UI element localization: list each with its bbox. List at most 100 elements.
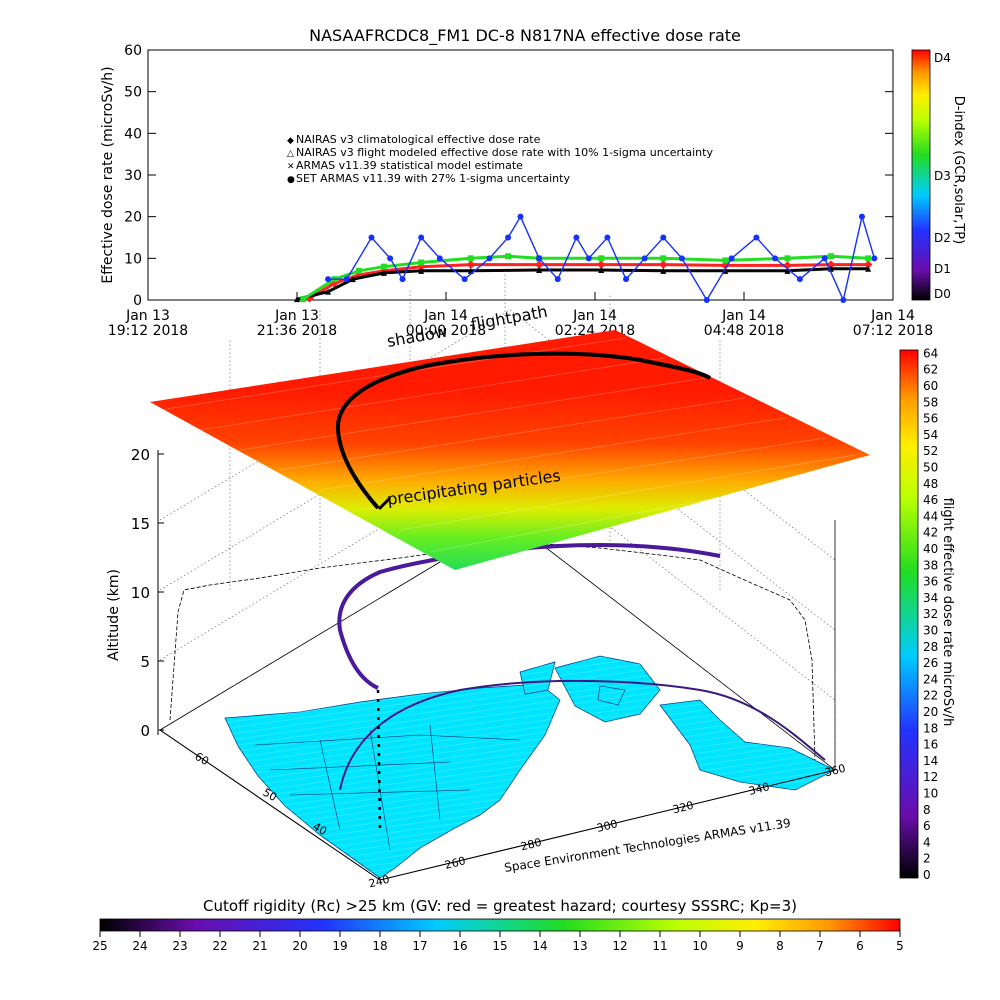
altitude-tick-label: 5 xyxy=(140,653,150,671)
series-set-armas-point xyxy=(517,213,524,220)
top-y-axis: 0 10 20 30 40 50 60 xyxy=(124,43,893,309)
dose-rate-tick-label: 4 xyxy=(923,835,931,849)
series-armas-statistical-point xyxy=(380,263,387,270)
annotation-flightpath: flightpath xyxy=(469,302,549,334)
ground-track xyxy=(339,679,826,791)
series-nairas-flight-point xyxy=(380,269,387,276)
cutoff-rigidity-tick-label: 14 xyxy=(532,939,547,953)
dose-rate-tick-label: 42 xyxy=(923,526,938,540)
dose-rate-tick-label: 44 xyxy=(923,509,938,523)
legend-label-nairas-flight: NAIRAS v3 flight modeled effective dose … xyxy=(296,146,713,159)
north-america-map xyxy=(224,655,840,880)
series-nairas-flight-point xyxy=(536,267,543,273)
series-set-armas-point xyxy=(728,255,735,262)
cutoff-rigidity-tick-label: 10 xyxy=(692,939,707,953)
dose-rate-tick-label: 26 xyxy=(923,656,938,670)
top-y-tick-label: 10 xyxy=(124,251,142,267)
series-set-armas-point xyxy=(821,255,828,262)
d-index-tick-label: D4 xyxy=(934,51,951,65)
cutoff-rigidity-tick-label: 15 xyxy=(492,939,507,953)
dose-rate-tick-label: 36 xyxy=(923,575,938,589)
dose-rate-tick-label: 48 xyxy=(923,477,938,491)
top-x-tick-day: Jan 13 xyxy=(125,308,170,324)
dose-rate-tick-label: 22 xyxy=(923,689,938,703)
top-x-tick-time: 19:12 2018 xyxy=(108,323,188,339)
series-set-armas-point xyxy=(703,297,710,303)
top-x-tick-day: Jan 13 xyxy=(274,308,319,324)
top-x-tick-day: Jan 14 xyxy=(572,308,617,324)
series-armas-statistical-point xyxy=(418,259,425,266)
altitude-tick-label: 15 xyxy=(131,515,150,533)
legend-label-set-armas: SET ARMAS v11.39 with 27% 1-sigma uncert… xyxy=(296,172,570,185)
legend-marker-set-armas: ● xyxy=(287,175,295,185)
dose-rate-colorbar-label: flight effective dose rate microSv/h xyxy=(940,498,955,727)
cutoff-rigidity-tick-label: 11 xyxy=(652,939,667,953)
cutoff-rigidity-tick-label: 20 xyxy=(292,939,307,953)
dose-rate-tick-label: 38 xyxy=(923,558,938,572)
dose-rate-tick-label: 40 xyxy=(923,542,938,556)
dose-rate-tick-label: 60 xyxy=(923,379,938,393)
series-nairas-climatological-point xyxy=(863,260,873,269)
latitude-tick-label: 40 xyxy=(310,820,329,838)
altitude-axis-label: Altitude (km) xyxy=(106,569,122,661)
cutoff-rigidity-tick-label: 6 xyxy=(856,939,864,953)
series-nairas-flight-point xyxy=(784,267,791,274)
dose-rate-tick-label: 46 xyxy=(923,493,938,507)
altitude-axis: 0 5 10 15 20 xyxy=(131,446,164,740)
altitude-tick-label: 20 xyxy=(131,446,150,464)
flight-arrow-shaft xyxy=(377,496,392,511)
cutoff-rigidity-tick-label: 25 xyxy=(92,939,107,953)
series-set-armas-point xyxy=(505,234,512,241)
series-set-armas-point xyxy=(623,276,630,283)
series-set-armas-point xyxy=(641,255,648,262)
cutoff-rigidity-title: Cutoff rigidity (Rc) >25 km (GV: red = g… xyxy=(203,897,797,915)
longitude-axis: 240 260 280 300 320 340 360 xyxy=(367,762,847,891)
series-armas-statistical-line xyxy=(302,254,869,301)
series-nairas-flight-point xyxy=(865,265,872,272)
top-y-tick-label: 30 xyxy=(124,168,142,184)
series-set-armas-point xyxy=(461,276,468,283)
flight-3d-panel: shadow flightpath precipitating particle… xyxy=(106,270,955,890)
province-borders xyxy=(254,724,521,851)
series-set-armas-point xyxy=(678,255,685,262)
longitude-tick-label: 260 xyxy=(443,854,467,872)
series-armas-statistical-point xyxy=(300,296,307,303)
series-set-armas-point xyxy=(536,255,543,262)
longitude-tick-label: 320 xyxy=(671,799,695,817)
series-set-armas-point xyxy=(368,234,375,241)
series-set-armas-point xyxy=(343,276,350,283)
dose-rate-tick-label: 0 xyxy=(923,868,931,882)
dose-rate-tick-label: 56 xyxy=(923,412,938,426)
series-nairas-climatological-point xyxy=(659,260,668,269)
dose-rate-tick-label: 10 xyxy=(923,787,938,801)
dose-rate-tick-label: 24 xyxy=(923,672,938,686)
top-y-tick-label: 40 xyxy=(124,126,142,142)
d-index-tick-label: D3 xyxy=(934,169,951,183)
series-set-armas-point xyxy=(387,255,394,262)
longitude-tick-label: 360 xyxy=(823,762,847,780)
legend-label-nairas-clim: NAIRAS v3 climatological effective dose … xyxy=(296,133,541,146)
dose-rate-tick-label: 50 xyxy=(923,461,938,475)
cutoff-rigidity-tick-label: 22 xyxy=(212,939,227,953)
latitude-tick-label: 50 xyxy=(260,786,279,804)
series-nairas-flight-point xyxy=(349,276,356,283)
dose-rate-tick-label: 64 xyxy=(923,346,938,360)
dose-rate-tick-label: 30 xyxy=(923,624,938,638)
d-index-tick-label: D0 xyxy=(934,287,951,301)
series-nairas-climatological-point xyxy=(596,260,606,269)
top-x-tick-time: 04:48 2018 xyxy=(704,323,784,339)
series-set-armas-point xyxy=(486,255,493,262)
series-set-armas-point xyxy=(753,234,760,241)
series-set-armas-point xyxy=(604,234,611,241)
cutoff-rigidity-tick-label: 13 xyxy=(572,939,587,953)
dose-rate-tick-label: 28 xyxy=(923,640,938,654)
series-set-armas-point xyxy=(554,276,561,283)
slab-rows xyxy=(159,337,866,553)
series-nairas-flight-point xyxy=(660,267,667,274)
dose-rate-tick-label: 2 xyxy=(923,852,931,866)
series-set-armas-point xyxy=(871,255,878,262)
cutoff-rigidity-tick-label: 5 xyxy=(896,939,904,953)
d-index-colorbar-label: D-index (GCR,solar,TP) xyxy=(951,96,966,244)
flight-path-upper xyxy=(335,351,712,510)
top-legend: ◆ NAIRAS v3 climatological effective dos… xyxy=(287,133,713,185)
